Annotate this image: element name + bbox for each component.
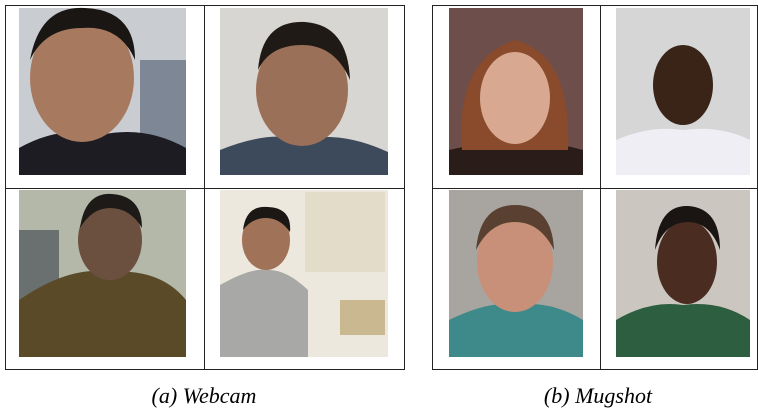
photo (19, 7, 186, 175)
photo (220, 190, 388, 357)
photo (449, 8, 583, 175)
photo (449, 190, 583, 357)
caption: (b) Mugshot (544, 383, 653, 408)
photo (220, 8, 388, 175)
mugshot-grid (432, 5, 758, 370)
webcam-grid (5, 5, 405, 370)
photo (616, 8, 750, 175)
caption: (a) Webcam (152, 383, 257, 408)
photo (19, 190, 186, 357)
photo (616, 190, 750, 357)
